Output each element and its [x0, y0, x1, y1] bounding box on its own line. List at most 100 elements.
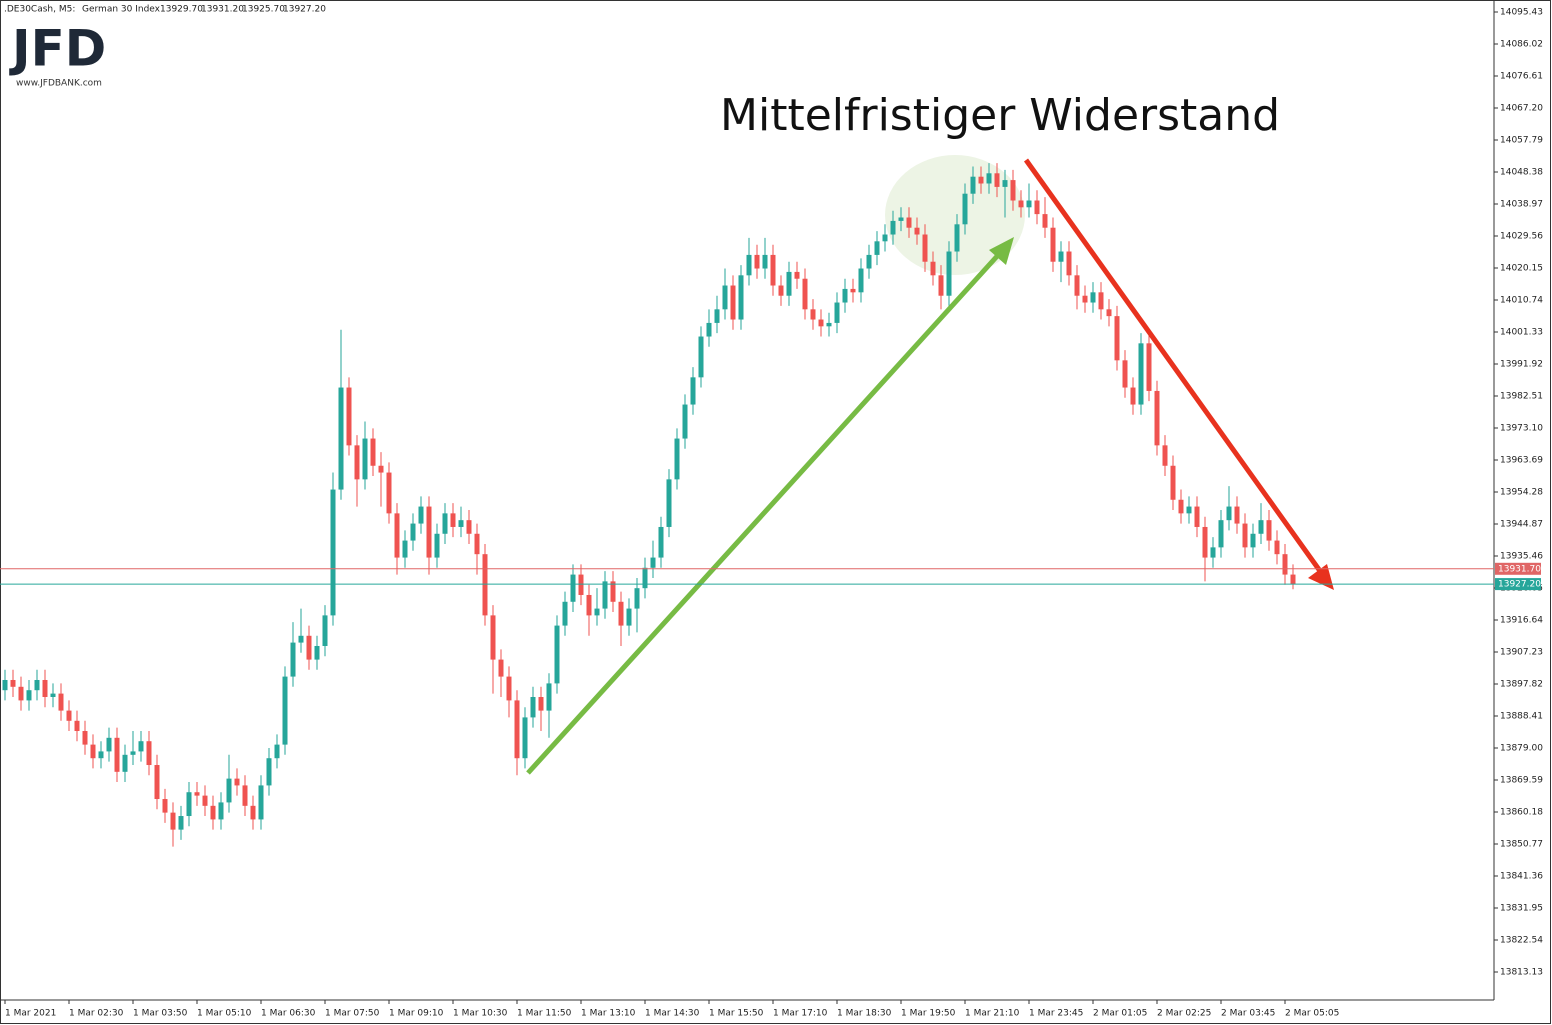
candle-body	[826, 322, 832, 327]
candle-body	[186, 792, 192, 817]
candle-body	[874, 241, 880, 255]
y-tick-label: 13935.46	[1500, 552, 1543, 562]
candle-body	[498, 659, 504, 677]
candle-body	[298, 635, 304, 643]
x-tick-label: 1 Mar 15:50	[709, 1009, 764, 1019]
candle-body	[1082, 295, 1088, 303]
candle-body	[18, 686, 24, 701]
ohlc-close: 13927.20	[283, 5, 326, 15]
y-tick-label: 14095.43	[1500, 8, 1543, 18]
candle-body	[130, 751, 136, 755]
x-tick-label: 2 Mar 02:25	[1157, 1009, 1211, 1019]
candle-body	[490, 615, 496, 660]
candle-body	[402, 540, 408, 558]
candle-body	[1002, 180, 1008, 187]
candle-body	[266, 758, 272, 786]
price-tag-label: 13927.20	[1498, 580, 1541, 590]
candle-body	[746, 254, 752, 276]
x-tick-label: 1 Mar 06:30	[261, 1009, 316, 1019]
candle-body	[138, 741, 144, 752]
price-tag	[1495, 578, 1541, 591]
candle-body	[1042, 214, 1048, 228]
candle-body	[42, 679, 48, 698]
y-tick-label: 13907.23	[1500, 648, 1543, 658]
candle-body	[946, 251, 952, 296]
candle-body	[1098, 292, 1104, 310]
candle-body	[1258, 520, 1264, 534]
candle-body	[666, 479, 672, 527]
candle-body	[738, 275, 744, 320]
candle-body	[1154, 390, 1160, 446]
candle-body	[1178, 499, 1184, 514]
candle-body	[906, 217, 912, 228]
candle-body	[898, 217, 904, 221]
y-tick-label: 13869.59	[1500, 776, 1543, 786]
candle-body	[890, 220, 896, 235]
candle-body	[1186, 506, 1192, 514]
candle-body	[818, 319, 824, 327]
candle-body	[26, 690, 32, 701]
candle-body	[1114, 316, 1120, 361]
candle-body	[450, 513, 456, 527]
candle-body	[546, 683, 552, 711]
y-tick-label: 13813.13	[1500, 968, 1543, 978]
candle-body	[1138, 343, 1144, 405]
candle-body	[1234, 506, 1240, 524]
candle-body	[426, 506, 432, 558]
y-tick-label: 14086.02	[1500, 40, 1543, 50]
candle-body	[178, 816, 184, 830]
candle-body	[1210, 547, 1216, 558]
candle-body	[1106, 309, 1112, 317]
candle-body	[170, 812, 176, 830]
candle-body	[634, 588, 640, 609]
x-tick-label: 1 Mar 10:30	[453, 1009, 508, 1019]
candle-body	[1274, 540, 1280, 555]
candle-body	[274, 744, 280, 759]
candle-body	[922, 234, 928, 262]
candle-body	[522, 717, 528, 759]
x-tick-label: 1 Mar 14:30	[645, 1009, 700, 1019]
y-tick-label: 13916.64	[1500, 616, 1543, 626]
candle-body	[706, 322, 712, 337]
candle-body	[714, 309, 720, 323]
down-arrow	[1023, 158, 1323, 573]
plot	[2, 163, 1296, 847]
y-tick-label: 13860.18	[1500, 808, 1543, 818]
y-tick-label: 13841.36	[1500, 872, 1543, 882]
candle-body	[658, 526, 664, 558]
candle-body	[1226, 506, 1232, 521]
up-arrowhead	[989, 237, 1014, 265]
candle-body	[794, 271, 800, 279]
candle-body	[1146, 343, 1152, 391]
candle-body	[954, 224, 960, 252]
y-tick-label: 14067.20	[1500, 104, 1543, 114]
candle-body	[330, 489, 336, 616]
candle-body	[322, 615, 328, 646]
logo-url: www.JFDBANK.com	[16, 79, 102, 89]
candle-body	[914, 227, 920, 235]
x-tick-label: 2 Mar 05:05	[1285, 1009, 1339, 1019]
candle-body	[482, 554, 488, 616]
candle-body	[1202, 526, 1208, 558]
candle-body	[610, 581, 616, 602]
description: German 30 Index	[82, 5, 161, 15]
candle-body	[986, 173, 992, 184]
candle-body	[730, 285, 736, 320]
candle-body	[842, 288, 848, 303]
y-tick-label: 13850.77	[1500, 840, 1543, 850]
candle-body	[82, 731, 88, 745]
candle-body	[114, 737, 120, 772]
x-tick-label: 1 Mar 13:10	[581, 1009, 636, 1019]
candle-body	[850, 288, 856, 293]
candle-body	[210, 805, 216, 820]
candle-body	[618, 601, 624, 626]
candle-body	[594, 608, 600, 616]
y-tick-label: 14001.33	[1500, 328, 1543, 338]
candle-body	[458, 520, 464, 527]
candle-body	[1026, 200, 1032, 208]
candle-body	[962, 193, 968, 225]
x-tick-label: 1 Mar 19:50	[901, 1009, 956, 1019]
candle-body	[506, 676, 512, 701]
candle-body	[770, 254, 776, 286]
candle-body	[754, 254, 760, 269]
